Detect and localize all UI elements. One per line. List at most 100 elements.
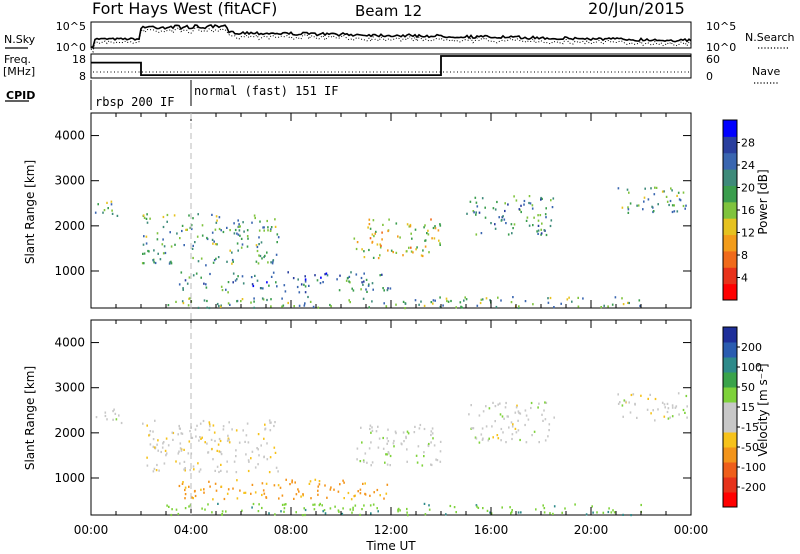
echo-cell	[643, 196, 646, 199]
echo-cell	[498, 216, 500, 219]
echo-cell	[368, 306, 370, 309]
echo-cell	[242, 221, 244, 224]
echo-cell	[192, 465, 195, 468]
echo-cell	[507, 233, 510, 236]
echo-cell	[383, 302, 385, 305]
echo-cell	[261, 506, 263, 510]
echo-cell	[349, 301, 351, 304]
echo-cell	[564, 507, 566, 510]
echo-cell	[621, 297, 623, 300]
echo-cell	[257, 433, 260, 436]
echo-cell	[386, 453, 388, 456]
colorbar-swatch	[723, 477, 737, 493]
echo-cell	[287, 301, 289, 305]
echo-cell	[649, 393, 651, 396]
echo-cell	[312, 305, 315, 308]
echo-cell	[169, 231, 171, 234]
echo-cell	[439, 224, 442, 227]
echo-cell	[383, 497, 385, 500]
echo-cell	[379, 243, 381, 246]
echo-cell	[360, 426, 362, 429]
echo-cell	[329, 303, 331, 307]
echo-cell	[241, 243, 244, 246]
echo-cell	[182, 481, 184, 484]
echo-cell	[143, 262, 145, 265]
echo-cell	[180, 271, 183, 274]
echo-cell	[491, 425, 493, 428]
echo-cell	[162, 215, 165, 219]
echo-cell	[258, 229, 261, 232]
echo-cell	[416, 246, 418, 249]
echo-cell	[407, 432, 410, 435]
echo-cell	[492, 207, 495, 210]
echo-cell	[94, 211, 97, 214]
echo-cell	[372, 288, 374, 291]
echo-cell	[171, 508, 173, 511]
echo-cell	[436, 459, 439, 462]
echo-cell	[262, 287, 264, 290]
echo-cell	[184, 507, 187, 510]
echo-cell	[246, 235, 249, 238]
echo-cell	[227, 281, 230, 284]
echo-cell	[269, 421, 271, 424]
echo-cell	[382, 436, 384, 440]
echo-cell	[253, 214, 256, 217]
echo-cell	[212, 498, 214, 501]
echo-cell	[383, 289, 385, 292]
echo-cell	[200, 437, 202, 440]
x-tick-label: 08:00	[274, 523, 309, 537]
echo-cell	[371, 429, 374, 432]
date-title: 20/Jun/2015	[588, 0, 685, 18]
echo-cell	[533, 216, 535, 219]
echo-cell	[390, 249, 393, 252]
echo-cell	[330, 486, 332, 489]
echo-cell	[271, 262, 274, 265]
echo-cell	[362, 297, 365, 300]
echo-cell	[399, 236, 401, 239]
echo-cell	[300, 283, 303, 286]
echo-cell	[477, 506, 480, 509]
echo-cell	[571, 300, 573, 303]
echo-cell	[375, 430, 378, 433]
echo-cell	[153, 249, 155, 252]
echo-cell	[219, 305, 222, 308]
echo-cell	[254, 274, 256, 277]
echo-cell	[267, 226, 269, 229]
echo-cell	[162, 252, 165, 255]
echo-cell	[548, 429, 550, 432]
echo-cell	[273, 484, 276, 487]
echo-cell	[236, 300, 238, 303]
echo-cell	[314, 503, 316, 506]
echo-cell	[527, 418, 530, 421]
echo-cell	[489, 511, 491, 514]
echo-cell	[528, 195, 531, 198]
echo-cell	[370, 512, 372, 515]
echo-cell	[213, 431, 216, 434]
echo-cell	[619, 401, 621, 404]
echo-cell	[242, 282, 245, 285]
echo-cell	[617, 187, 620, 190]
echo-cell	[258, 236, 260, 239]
echo-cell	[266, 251, 268, 254]
echo-cell	[671, 210, 674, 214]
echo-cell	[405, 436, 407, 440]
echo-cell	[145, 235, 148, 238]
echo-cell	[256, 279, 259, 282]
echo-cell	[289, 483, 291, 486]
echo-cell	[205, 286, 208, 289]
echo-cell	[525, 414, 528, 417]
nave-tick-bottom: 0	[706, 70, 713, 83]
echo-cell	[262, 298, 265, 301]
echo-cell	[542, 504, 544, 507]
echo-cell	[111, 209, 113, 212]
colorbar-swatch	[723, 152, 737, 170]
echo-cell	[336, 278, 338, 281]
echo-cell	[472, 210, 475, 213]
echo-cell	[227, 434, 229, 437]
echo-cell	[519, 412, 522, 415]
echo-cell	[630, 393, 633, 397]
echo-cell	[211, 238, 214, 241]
nsearch-label: N.Search	[745, 31, 795, 44]
echo-cell	[536, 230, 538, 233]
echo-cell	[369, 427, 371, 431]
